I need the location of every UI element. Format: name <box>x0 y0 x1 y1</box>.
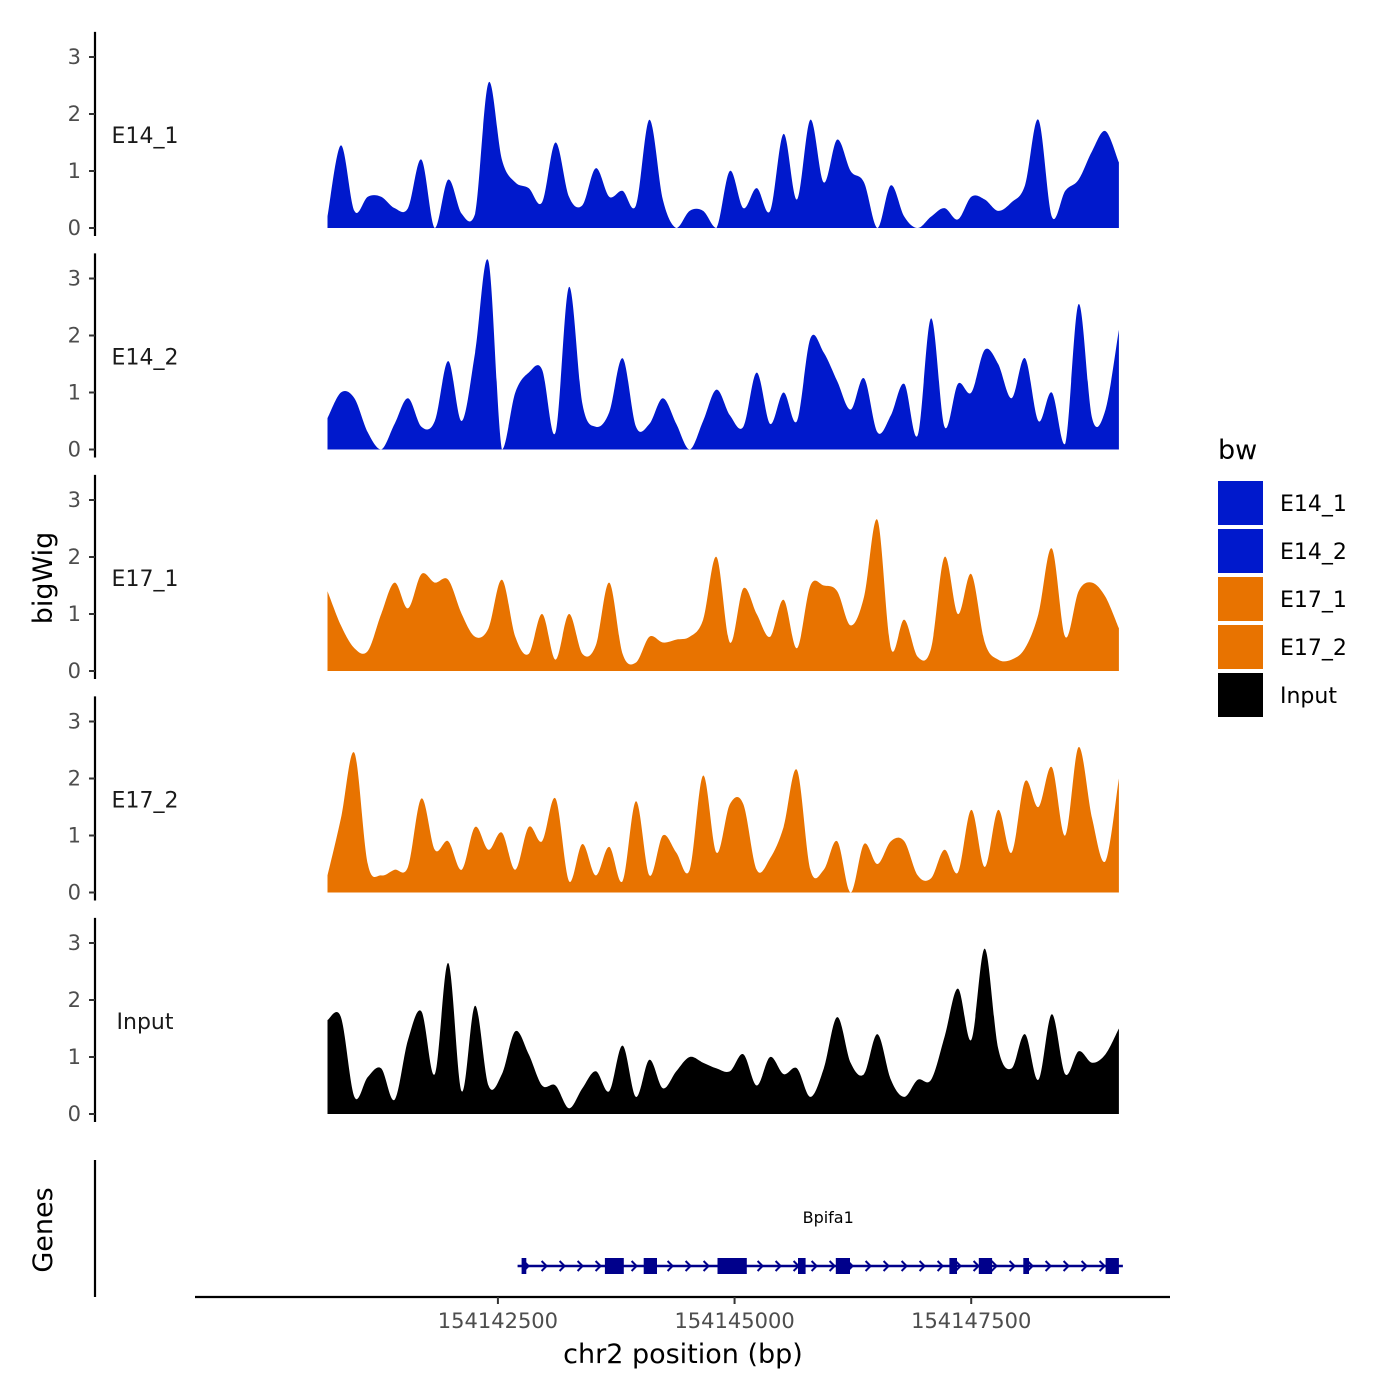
y-tick-label: 3 <box>68 488 81 512</box>
signal-area <box>327 259 1119 450</box>
track-label: E17_1 <box>112 567 179 592</box>
x-tick-label: 154147500 <box>911 1309 1031 1333</box>
legend-label: E17_2 <box>1280 636 1347 661</box>
strand-arrow <box>684 1260 692 1272</box>
strand-arrow <box>576 1260 584 1272</box>
strand-arrow <box>810 1260 818 1272</box>
gene-name-label: Bpifa1 <box>803 1208 854 1227</box>
strand-arrow <box>1098 1260 1106 1272</box>
genes-panel: Genes Bpifa1 <box>28 1160 1123 1297</box>
gene-exon <box>521 1258 527 1274</box>
signal-area <box>327 746 1119 893</box>
legend-label: E14_2 <box>1280 540 1347 565</box>
track-label: E14_1 <box>112 124 179 149</box>
strand-arrow <box>1026 1260 1034 1272</box>
y-tick-label: 0 <box>68 1102 81 1126</box>
strand-arrow <box>864 1260 872 1272</box>
y-tick-label: 1 <box>68 159 81 183</box>
strand-arrow <box>1044 1260 1052 1272</box>
y-tick-label: 1 <box>68 602 81 626</box>
y-tick-label: 1 <box>68 381 81 405</box>
legend-title: bw <box>1218 435 1257 466</box>
gene-exon <box>835 1258 850 1274</box>
signal-area <box>327 519 1119 671</box>
legend-item-input: Input <box>1218 673 1337 717</box>
y-tick-label: 3 <box>68 710 81 734</box>
signal-area <box>327 81 1119 228</box>
strand-arrow <box>666 1260 674 1272</box>
strand-arrow <box>900 1260 908 1272</box>
legend-swatch <box>1218 577 1263 621</box>
y-tick-label: 2 <box>68 324 81 348</box>
y-tick-label: 0 <box>68 659 81 683</box>
legend: bw E14_1 E14_2 E17_1 E17_2 Input <box>1218 435 1347 717</box>
gene-exon <box>798 1258 806 1274</box>
legend-item-e14-2: E14_2 <box>1218 529 1347 573</box>
track-panel-e14-1: 0 1 2 3 E14_1 <box>68 31 1119 240</box>
legend-item-e14-1: E14_1 <box>1218 481 1347 525</box>
y-tick-label: 2 <box>68 988 81 1012</box>
y-tick-label: 3 <box>68 45 81 69</box>
strand-arrow <box>990 1260 998 1272</box>
signal-area <box>327 948 1119 1114</box>
y-tick-label: 2 <box>68 767 81 791</box>
legend-swatch <box>1218 625 1263 669</box>
y-tick-label: 1 <box>68 824 81 848</box>
genes-panel-title: Genes <box>28 1187 59 1272</box>
strand-arrow <box>756 1260 764 1272</box>
legend-label: Input <box>1280 684 1337 709</box>
strand-arrow <box>540 1260 548 1272</box>
gene-exon <box>1023 1258 1029 1274</box>
strand-arrow <box>972 1260 980 1272</box>
strand-arrow <box>1080 1260 1088 1272</box>
y-tick-label: 2 <box>68 545 81 569</box>
strand-arrow <box>954 1260 962 1272</box>
strand-arrow <box>936 1260 944 1272</box>
y-tick-label: 0 <box>68 438 81 462</box>
strand-arrow <box>918 1260 926 1272</box>
gene-exon <box>643 1258 657 1274</box>
legend-swatch <box>1218 529 1263 573</box>
strand-arrow <box>1008 1260 1016 1272</box>
gene-exon <box>949 1258 957 1274</box>
y-axis-title: bigWig <box>28 532 59 625</box>
y-tick-label: 1 <box>68 1045 81 1069</box>
legend-label: E14_1 <box>1280 492 1347 517</box>
y-tick-label: 3 <box>68 267 81 291</box>
gene-exon <box>717 1258 747 1274</box>
track-panel-e17-1: 0 1 2 3 E17_1 <box>68 474 1119 683</box>
track-panel-e14-2: 0 1 2 3 E14_2 <box>68 253 1119 462</box>
track-label: E17_2 <box>112 789 179 814</box>
y-tick-label: 3 <box>68 931 81 955</box>
strand-arrow <box>594 1260 602 1272</box>
legend-swatch <box>1218 673 1263 717</box>
strand-arrow <box>774 1260 782 1272</box>
gene-exon <box>1105 1258 1119 1274</box>
gene-exon <box>978 1258 993 1274</box>
strand-arrow <box>882 1260 890 1272</box>
y-tick-label: 0 <box>68 216 81 240</box>
gene-exon <box>604 1258 624 1274</box>
legend-item-e17-1: E17_1 <box>1218 577 1347 621</box>
strand-arrow <box>558 1260 566 1272</box>
signal-tracks: 0 1 2 3 E14_1 0 1 2 3 E14_2 0 1 2 3 E17_1 0 1 2 3 E17_2 0 1 2 3… <box>28 31 1119 1126</box>
track-panel-input: 0 1 2 3 Input <box>68 917 1119 1126</box>
legend-swatch <box>1218 481 1263 525</box>
track-label: E14_2 <box>112 346 179 371</box>
strand-arrow <box>702 1260 710 1272</box>
x-axis-title: chr2 position (bp) <box>563 1339 803 1370</box>
track-panel-e17-2: 0 1 2 3 E17_2 <box>68 696 1119 905</box>
strand-arrow <box>630 1260 638 1272</box>
legend-item-e17-2: E17_2 <box>1218 625 1347 669</box>
strand-arrow <box>1062 1260 1070 1272</box>
x-axis: 154142500 154145000 154147500 chr2 position… <box>195 1295 1170 1370</box>
legend-label: E17_1 <box>1280 588 1347 613</box>
y-tick-label: 0 <box>68 881 81 905</box>
track-label: Input <box>117 1010 174 1035</box>
x-tick-label: 154145000 <box>674 1309 794 1333</box>
y-tick-label: 2 <box>68 102 81 126</box>
strand-arrow <box>828 1260 836 1272</box>
x-tick-label: 154142500 <box>438 1309 558 1333</box>
